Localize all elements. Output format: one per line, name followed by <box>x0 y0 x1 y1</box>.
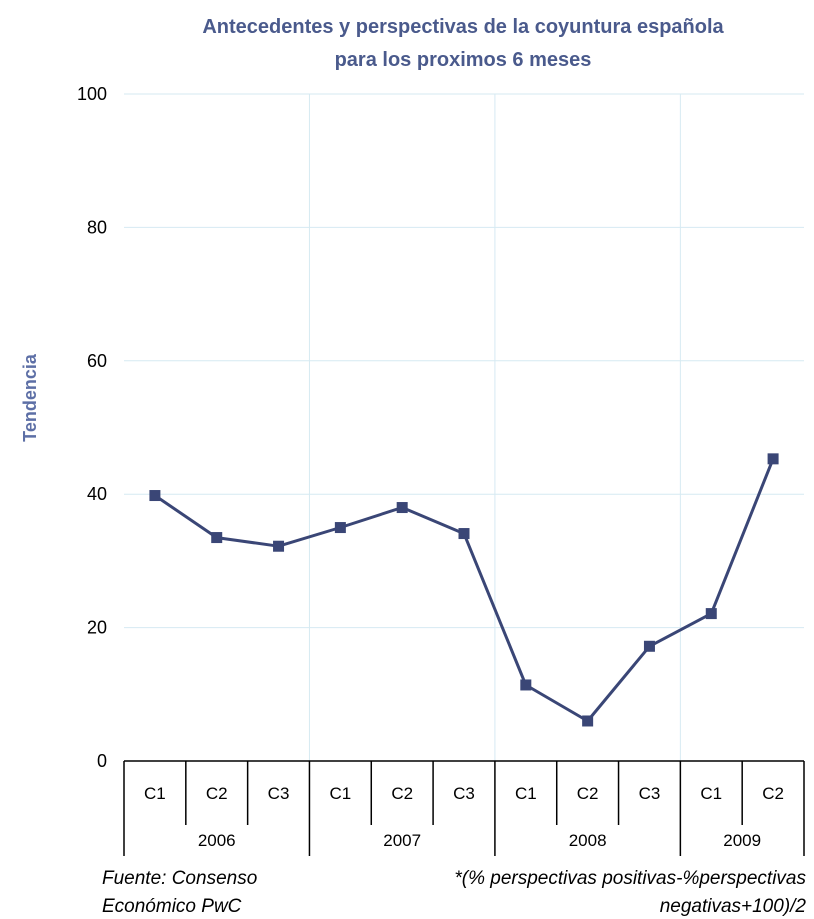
category-label: C1 <box>700 784 722 803</box>
formula-note-line1: *(% perspectivas positivas-%perspectivas <box>454 868 806 889</box>
data-point <box>273 540 285 552</box>
y-tick-labels: 0 20 40 60 80 100 <box>77 84 107 771</box>
y-tick-label: 80 <box>87 217 107 237</box>
category-label: C1 <box>329 784 351 803</box>
category-label: C2 <box>206 784 228 803</box>
category-label: C2 <box>391 784 413 803</box>
category-label: C1 <box>515 784 537 803</box>
year-label: 2008 <box>569 831 607 850</box>
chart-title-line1: Antecedentes y perspectivas de la coyunt… <box>202 16 724 38</box>
data-point <box>211 532 223 544</box>
series-markers <box>149 453 779 727</box>
data-point <box>334 522 346 534</box>
category-label: C3 <box>453 784 475 803</box>
y-tick-label: 60 <box>87 351 107 371</box>
data-point <box>520 679 532 691</box>
data-point <box>149 490 161 502</box>
y-tick-label: 0 <box>97 751 107 771</box>
year-group-labels: 2006 2007 2008 2009 <box>198 831 761 850</box>
data-point <box>458 528 470 540</box>
y-axis-label: Tendencia <box>20 353 40 442</box>
formula-note-line2: negativas+100)/2 <box>660 896 807 917</box>
gridlines <box>124 93 804 761</box>
source-note-line1: Fuente: Consenso <box>102 868 257 889</box>
category-label: C2 <box>577 784 599 803</box>
data-point <box>643 640 655 652</box>
y-tick-label: 100 <box>77 84 107 104</box>
chart-title-line2: para los proximos 6 meses <box>335 49 592 71</box>
data-point <box>396 502 408 514</box>
category-axis-frame <box>123 760 805 856</box>
data-point <box>767 453 779 465</box>
category-label: C1 <box>144 784 166 803</box>
year-label: 2009 <box>723 831 761 850</box>
source-note-line2: Económico PwC <box>102 896 242 917</box>
y-tick-label: 40 <box>87 484 107 504</box>
category-label: C2 <box>762 784 784 803</box>
data-point <box>582 715 594 727</box>
y-tick-label: 20 <box>87 618 107 638</box>
category-label: C3 <box>268 784 290 803</box>
category-labels: C1 C2 C3 C1 C2 C3 C1 C2 C3 C1 C2 <box>144 784 784 803</box>
year-label: 2007 <box>383 831 421 850</box>
category-label: C3 <box>639 784 661 803</box>
data-point <box>705 608 717 620</box>
year-label: 2006 <box>198 831 236 850</box>
